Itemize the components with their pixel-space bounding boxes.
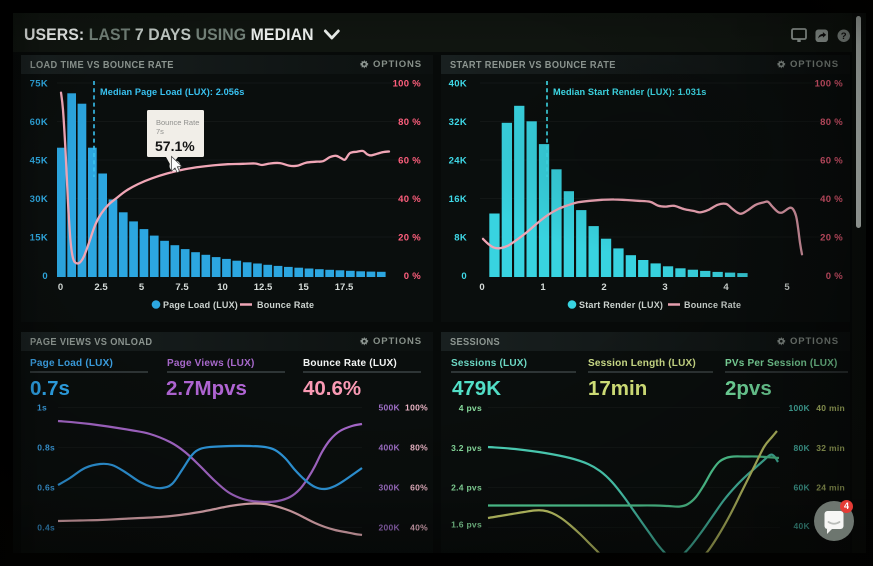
svg-text:300K: 300K bbox=[378, 483, 400, 493]
svg-text:Bounce Rate (LUX): Bounce Rate (LUX) bbox=[303, 358, 397, 369]
svg-text:60K: 60K bbox=[30, 117, 48, 128]
svg-text:17.5: 17.5 bbox=[335, 282, 354, 293]
svg-text:12.5: 12.5 bbox=[254, 282, 273, 293]
svg-text:0: 0 bbox=[479, 282, 484, 293]
svg-text:40K: 40K bbox=[794, 521, 811, 531]
svg-text:1: 1 bbox=[540, 282, 546, 293]
svg-text:Session Length (LUX): Session Length (LUX) bbox=[588, 358, 696, 369]
svg-text:1.6 pvs: 1.6 pvs bbox=[451, 520, 482, 530]
svg-text:Bounce Rate: Bounce Rate bbox=[257, 300, 314, 310]
svg-text:Page Load (LUX): Page Load (LUX) bbox=[163, 300, 238, 310]
svg-text:2: 2 bbox=[601, 282, 606, 293]
svg-text:1s: 1s bbox=[37, 403, 47, 413]
svg-text:Bounce Rate: Bounce Rate bbox=[156, 118, 199, 127]
svg-text:500K: 500K bbox=[378, 403, 400, 413]
svg-text:20 %: 20 % bbox=[820, 233, 843, 244]
svg-text:20 %: 20 % bbox=[398, 233, 421, 244]
svg-text:32 min: 32 min bbox=[816, 443, 845, 453]
svg-text:0: 0 bbox=[42, 271, 48, 282]
svg-text:2.5: 2.5 bbox=[94, 282, 108, 293]
svg-text:5: 5 bbox=[784, 282, 790, 293]
svg-text:32K: 32K bbox=[449, 117, 467, 128]
svg-text:0: 0 bbox=[58, 282, 63, 293]
svg-text:40 min: 40 min bbox=[816, 403, 845, 413]
svg-text:4: 4 bbox=[723, 282, 729, 293]
svg-text:40.6%: 40.6% bbox=[303, 377, 361, 400]
svg-text:Page Views (LUX): Page Views (LUX) bbox=[167, 358, 255, 369]
svg-text:0 %: 0 % bbox=[826, 271, 844, 282]
svg-text:60K: 60K bbox=[794, 483, 811, 493]
svg-text:40%: 40% bbox=[410, 523, 428, 533]
svg-text:0.8s: 0.8s bbox=[37, 443, 55, 453]
svg-text:80K: 80K bbox=[794, 443, 811, 453]
svg-text:0: 0 bbox=[461, 271, 467, 282]
svg-text:200K: 200K bbox=[378, 523, 400, 533]
svg-text:0.6s: 0.6s bbox=[37, 483, 55, 493]
svg-text:100 %: 100 % bbox=[815, 79, 844, 90]
svg-text:40K: 40K bbox=[449, 79, 467, 90]
svg-text:16K: 16K bbox=[449, 194, 467, 205]
svg-text:80 %: 80 % bbox=[398, 117, 421, 128]
svg-text:100%: 100% bbox=[405, 403, 428, 413]
svg-text:3.2 pvs: 3.2 pvs bbox=[451, 443, 482, 453]
svg-text:7s: 7s bbox=[156, 127, 164, 136]
svg-text:Bounce Rate: Bounce Rate bbox=[684, 300, 741, 310]
svg-text:0.7s: 0.7s bbox=[30, 377, 70, 400]
svg-text:7.5: 7.5 bbox=[175, 282, 189, 293]
svg-text:75K: 75K bbox=[30, 79, 48, 90]
svg-text:4 pvs: 4 pvs bbox=[459, 403, 482, 413]
svg-text:15K: 15K bbox=[30, 233, 48, 244]
svg-text:8K: 8K bbox=[454, 233, 467, 244]
svg-text:Sessions (LUX): Sessions (LUX) bbox=[451, 358, 527, 369]
svg-text:60 %: 60 % bbox=[398, 156, 421, 167]
svg-text:2pvs: 2pvs bbox=[725, 377, 772, 400]
svg-text:0 %: 0 % bbox=[404, 271, 422, 282]
svg-text:24K: 24K bbox=[449, 156, 467, 167]
svg-text:PVs Per Session (LUX): PVs Per Session (LUX) bbox=[725, 358, 838, 369]
svg-text:60 %: 60 % bbox=[820, 156, 843, 167]
svg-text:80 %: 80 % bbox=[820, 117, 843, 128]
svg-text:100 %: 100 % bbox=[393, 79, 422, 90]
svg-text:479K: 479K bbox=[452, 377, 501, 400]
svg-text:40 %: 40 % bbox=[398, 194, 421, 205]
svg-text:10: 10 bbox=[217, 282, 228, 293]
svg-text:400K: 400K bbox=[378, 443, 400, 453]
svg-text:2.4 pvs: 2.4 pvs bbox=[451, 483, 482, 493]
svg-text:15: 15 bbox=[298, 282, 309, 293]
svg-text:?: ? bbox=[840, 31, 846, 42]
svg-text:100K: 100K bbox=[788, 403, 810, 413]
svg-text:Page Load (LUX): Page Load (LUX) bbox=[30, 358, 113, 369]
svg-text:Median Page Load (LUX): 2.056s: Median Page Load (LUX): 2.056s bbox=[100, 87, 244, 97]
svg-text:Median Start Render (LUX): 1.0: Median Start Render (LUX): 1.031s bbox=[553, 87, 706, 97]
svg-text:0.4s: 0.4s bbox=[37, 523, 55, 533]
svg-text:45K: 45K bbox=[30, 156, 48, 167]
svg-text:30K: 30K bbox=[30, 194, 48, 205]
svg-text:24 min: 24 min bbox=[816, 483, 845, 493]
svg-text:17min: 17min bbox=[588, 377, 647, 400]
svg-text:40 %: 40 % bbox=[820, 194, 843, 205]
svg-text:Start Render (LUX): Start Render (LUX) bbox=[579, 300, 663, 310]
svg-text:60%: 60% bbox=[410, 483, 428, 493]
svg-text:3: 3 bbox=[662, 282, 667, 293]
svg-text:80%: 80% bbox=[410, 443, 428, 453]
svg-text:57.1%: 57.1% bbox=[155, 138, 195, 154]
svg-text:2.7Mpvs: 2.7Mpvs bbox=[166, 377, 247, 400]
svg-text:5: 5 bbox=[139, 282, 145, 293]
